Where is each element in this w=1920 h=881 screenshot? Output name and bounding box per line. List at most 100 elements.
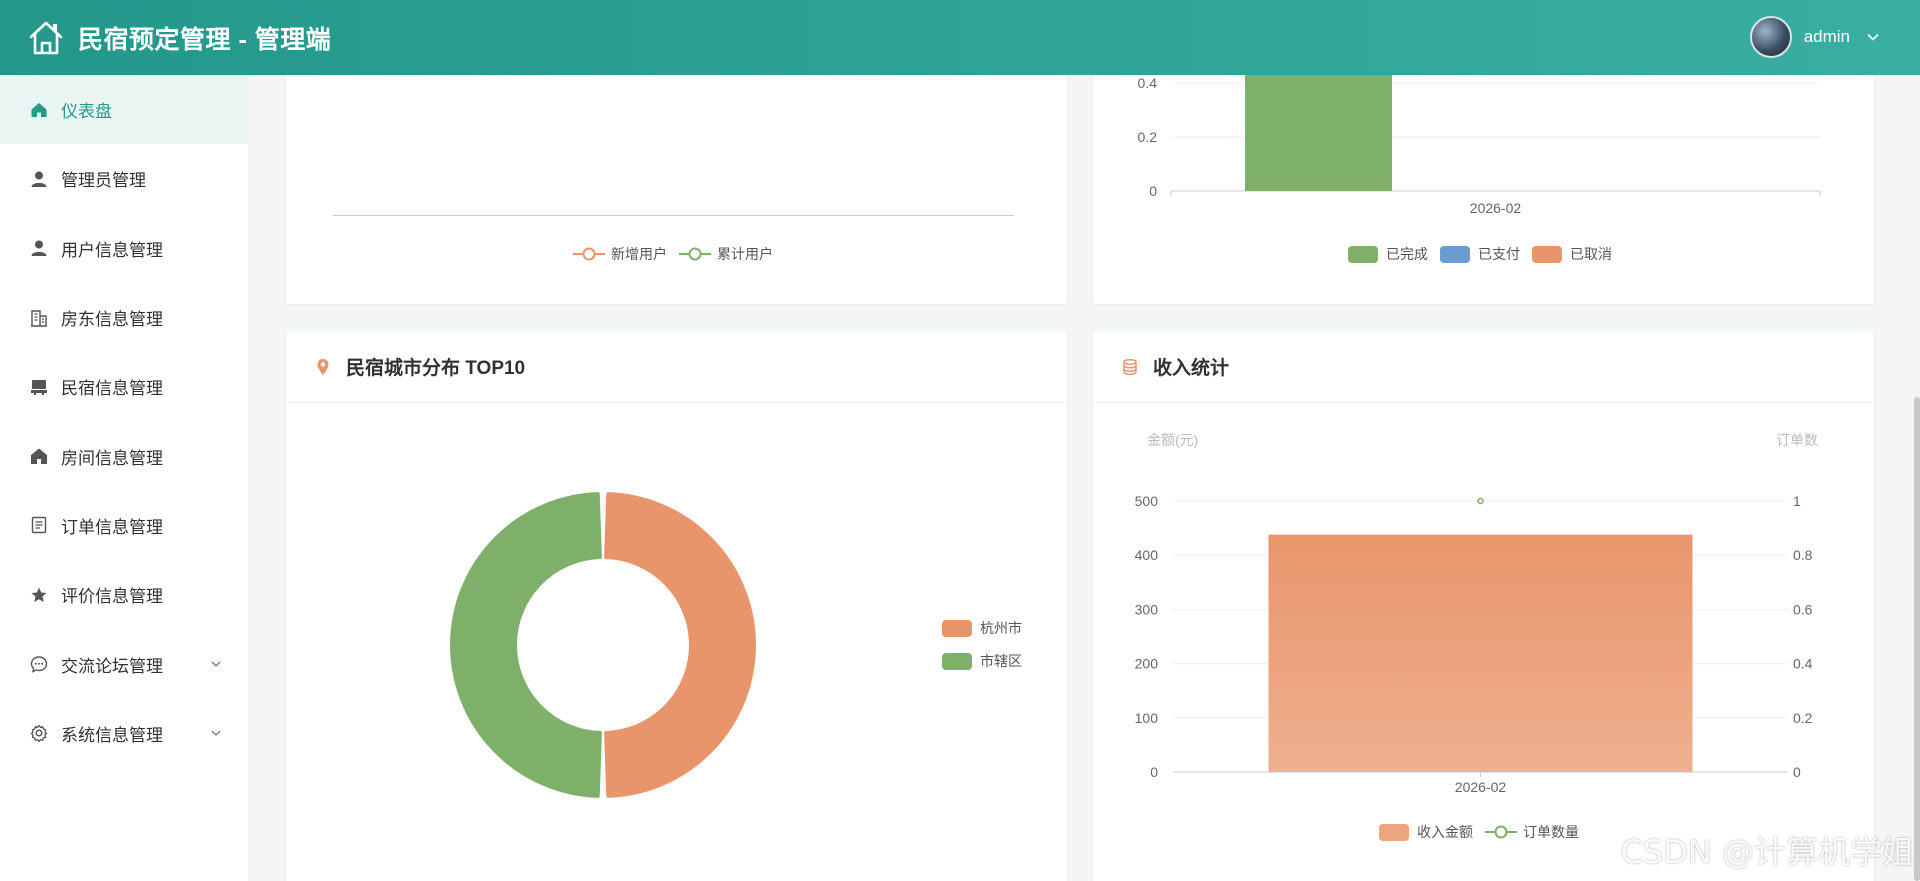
legend-item-income[interactable]: 收入金额 xyxy=(1379,822,1473,842)
user-stats-card: 新增用户 累计用户 xyxy=(286,75,1067,304)
sidebar-item-rooms[interactable]: 房间信息管理 xyxy=(0,421,248,490)
y2-tick-label: 0.2 xyxy=(1793,710,1813,726)
legend-label: 新增用户 xyxy=(611,246,667,262)
legend-item-completed[interactable]: 已完成 xyxy=(1348,244,1428,264)
chevron-down-icon[interactable] xyxy=(1866,30,1880,44)
sidebar-item-reviews[interactable]: 评价信息管理 xyxy=(0,560,248,629)
sidebar-item-forum[interactable]: 交流论坛管理 xyxy=(0,629,248,698)
user-icon xyxy=(31,240,47,257)
y2-tick-label: 0 xyxy=(1793,764,1801,780)
sidebar-item-label: 房东信息管理 xyxy=(61,310,163,330)
gear-icon xyxy=(30,724,48,743)
legend-swatch xyxy=(942,619,972,637)
legend-swatch xyxy=(942,652,972,670)
app-title: 民宿预定管理 - 管理端 xyxy=(78,25,332,54)
home-icon xyxy=(31,102,47,117)
legend-label: 收入金额 xyxy=(1417,824,1473,840)
order-stats-card: 0 0.2 0.4 2026-02 已完成 已支付 已取消 xyxy=(1093,75,1874,304)
order-status-chart: 0 0.2 0.4 2026-02 xyxy=(1138,75,1821,216)
point-订单数量 xyxy=(1477,497,1484,505)
sidebar-item-landlords[interactable]: 房东信息管理 xyxy=(0,283,248,352)
watermark: CSDN @计算机学姐 xyxy=(1620,833,1914,871)
legend-label: 累计用户 xyxy=(717,246,773,262)
legend-swatch xyxy=(1379,823,1409,841)
y2-tick-label: 1 xyxy=(1793,493,1801,509)
legend-item-cancelled[interactable]: 已取消 xyxy=(1532,244,1612,264)
card-title: 收入统计 xyxy=(1153,358,1230,379)
top-header: 民宿预定管理 - 管理端 admin xyxy=(0,0,1920,75)
legend-item-new-users[interactable]: 新增用户 xyxy=(573,244,667,264)
user-menu[interactable]: admin xyxy=(1749,16,1880,58)
sidebar-item-label: 用户信息管理 xyxy=(61,240,163,260)
sidebar-item-users[interactable]: 用户信息管理 xyxy=(0,214,248,283)
avatar[interactable] xyxy=(1749,16,1792,58)
shop-icon xyxy=(31,379,47,395)
sidebar-item-label: 管理员管理 xyxy=(61,171,146,191)
city-chart-legend: 杭州市 市辖区 xyxy=(942,618,1034,671)
y-tick-label: 300 xyxy=(1135,601,1159,617)
card-title: 民宿城市分布 TOP10 xyxy=(346,358,526,379)
sidebar-item-label: 民宿信息管理 xyxy=(61,379,163,399)
legend-item-hangzhou[interactable]: 杭州市 xyxy=(942,618,1022,638)
y-tick-label: 200 xyxy=(1135,656,1159,672)
y2-tick-label: 0.6 xyxy=(1793,601,1813,617)
sidebar-item-label: 交流论坛管理 xyxy=(61,656,163,676)
y-tick-label: 0.4 xyxy=(1138,75,1158,91)
legend-item-district[interactable]: 市辖区 xyxy=(942,651,1022,671)
income-stats-card: 收入统计 金额(元) 订单数 0 100 200 300 400 500 0 0.2 0.4 0.6 0… xyxy=(1093,331,1874,881)
user-chart-legend: 新增用户 累计用户 xyxy=(573,244,785,264)
user-icon xyxy=(31,171,47,187)
sidebar-item-label: 房间信息管理 xyxy=(61,448,163,468)
sidebar-item-orders[interactable]: 订单信息管理 xyxy=(0,491,248,560)
sidebar-item-label: 订单信息管理 xyxy=(61,517,163,537)
legend-item-paid[interactable]: 已支付 xyxy=(1440,244,1520,264)
legend-label: 已完成 xyxy=(1386,246,1428,262)
pie-slice-市辖区 xyxy=(449,492,602,798)
x-tick-label: 2026-02 xyxy=(1455,779,1507,795)
sidebar-item-admin[interactable]: 管理员管理 xyxy=(0,144,248,213)
income-chart: 金额(元) 订单数 0 100 200 300 400 500 0 0.2 0.4 0.6 0.8 1 20… xyxy=(1135,432,1818,795)
y-axis-label: 金额(元) xyxy=(1147,432,1198,448)
legend-item-order-count[interactable]: 订单数量 xyxy=(1485,822,1579,842)
x-tick-label: 2026-02 xyxy=(1470,200,1522,216)
legend-label: 已取消 xyxy=(1570,246,1612,262)
income-chart-legend: 收入金额 订单数量 xyxy=(1379,822,1591,842)
line-marker-icon xyxy=(679,247,711,261)
y-tick-label: 0.2 xyxy=(1138,129,1158,145)
sidebar-item-label: 评价信息管理 xyxy=(61,587,163,607)
database-icon xyxy=(1123,358,1137,375)
chevron-down-icon[interactable] xyxy=(210,727,222,739)
username[interactable]: admin xyxy=(1803,27,1850,46)
y-tick-label: 0 xyxy=(1150,764,1158,780)
y-tick-label: 100 xyxy=(1135,710,1159,726)
line-marker-icon xyxy=(1485,825,1517,839)
legend-label: 杭州市 xyxy=(980,620,1022,636)
chat-icon xyxy=(30,656,48,673)
sidebar-item-homestays[interactable]: 民宿信息管理 xyxy=(0,352,248,421)
bar-已完成 xyxy=(1245,75,1392,191)
city-distribution-card: 民宿城市分布 TOP10 杭州市 市辖区 xyxy=(286,331,1067,881)
sidebar-item-dashboard[interactable]: 仪表盘 xyxy=(0,75,248,145)
legend-item-total-users[interactable]: 累计用户 xyxy=(679,244,773,264)
page-scrollbar[interactable] xyxy=(1914,397,1920,881)
legend-swatch xyxy=(1348,245,1378,263)
document-icon xyxy=(31,517,47,534)
location-pin-icon xyxy=(317,358,329,375)
pie-slice-杭州市 xyxy=(604,492,757,798)
city-donut-chart xyxy=(449,492,757,798)
legend-swatch xyxy=(1440,245,1470,263)
house-logo-icon xyxy=(29,21,63,54)
y2-tick-label: 0.4 xyxy=(1793,656,1813,672)
line-marker-icon xyxy=(573,247,605,261)
card-header: 收入统计 xyxy=(1093,331,1874,403)
card-header: 民宿城市分布 TOP10 xyxy=(286,331,1067,403)
star-icon xyxy=(31,587,47,602)
y-tick-label: 0 xyxy=(1149,183,1157,199)
chevron-down-icon[interactable] xyxy=(210,658,222,670)
order-chart-legend: 已完成 已支付 已取消 xyxy=(1348,244,1624,264)
y2-axis-label: 订单数 xyxy=(1776,432,1818,448)
sidebar-item-system[interactable]: 系统信息管理 xyxy=(0,699,248,768)
legend-label: 订单数量 xyxy=(1523,824,1579,840)
house-icon xyxy=(31,448,47,465)
bar-收入金额 xyxy=(1268,534,1693,772)
